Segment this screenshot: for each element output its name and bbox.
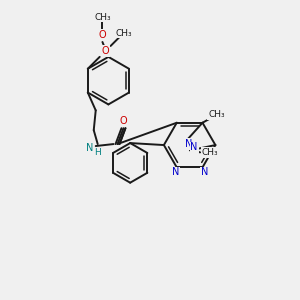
Text: O: O	[102, 46, 110, 56]
Text: CH₃: CH₃	[202, 148, 218, 157]
Text: CH₃: CH₃	[94, 13, 111, 22]
Text: N: N	[172, 167, 179, 177]
Text: N: N	[86, 143, 94, 153]
Text: O: O	[99, 30, 106, 40]
Text: H: H	[94, 148, 101, 158]
Text: CH₃: CH₃	[208, 110, 225, 119]
Text: N: N	[184, 139, 192, 149]
Text: N: N	[190, 142, 198, 152]
Text: N: N	[201, 167, 208, 177]
Text: CH₃: CH₃	[115, 28, 132, 38]
Text: O: O	[120, 116, 127, 126]
